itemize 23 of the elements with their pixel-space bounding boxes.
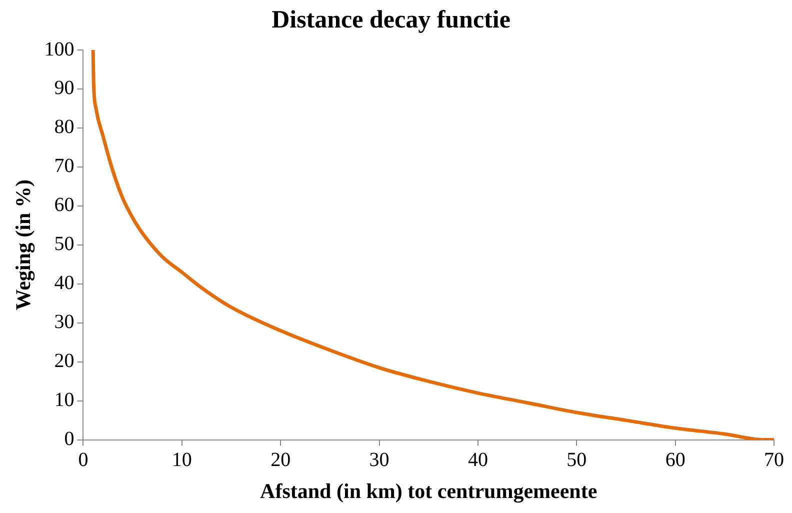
x-tick-label: 10 (172, 449, 192, 472)
y-tick-label: 80 (54, 116, 74, 138)
x-tick-label: 50 (566, 449, 587, 472)
line-series (91, 50, 774, 440)
x-tick-label: 70 (764, 449, 784, 472)
y-tick-label: 90 (54, 77, 74, 100)
chart-title: Distance decay functie (272, 6, 510, 34)
y-tick-label: 70 (54, 155, 74, 178)
x-tick-label: 60 (665, 449, 686, 472)
y-tick-label: 100 (44, 38, 74, 60)
y-tick-label: 10 (54, 389, 74, 412)
x-tick-label: 30 (369, 449, 390, 472)
x-tick-label: 0 (78, 449, 88, 472)
y-tick-label: 50 (54, 233, 74, 256)
x-tick-label: 40 (468, 449, 488, 472)
x-tick-label: 20 (270, 449, 291, 472)
y-tick-label: 20 (54, 350, 74, 372)
y-tick-label: 60 (54, 194, 74, 216)
y-tick-label: 0 (64, 428, 74, 450)
y-tick-label: 40 (54, 272, 74, 294)
x-axis-title: Afstand (in km) tot centrumgemeente (260, 478, 598, 503)
y-tick-label: 30 (54, 311, 74, 334)
y-axis-title: Weging (in %) (11, 180, 36, 310)
